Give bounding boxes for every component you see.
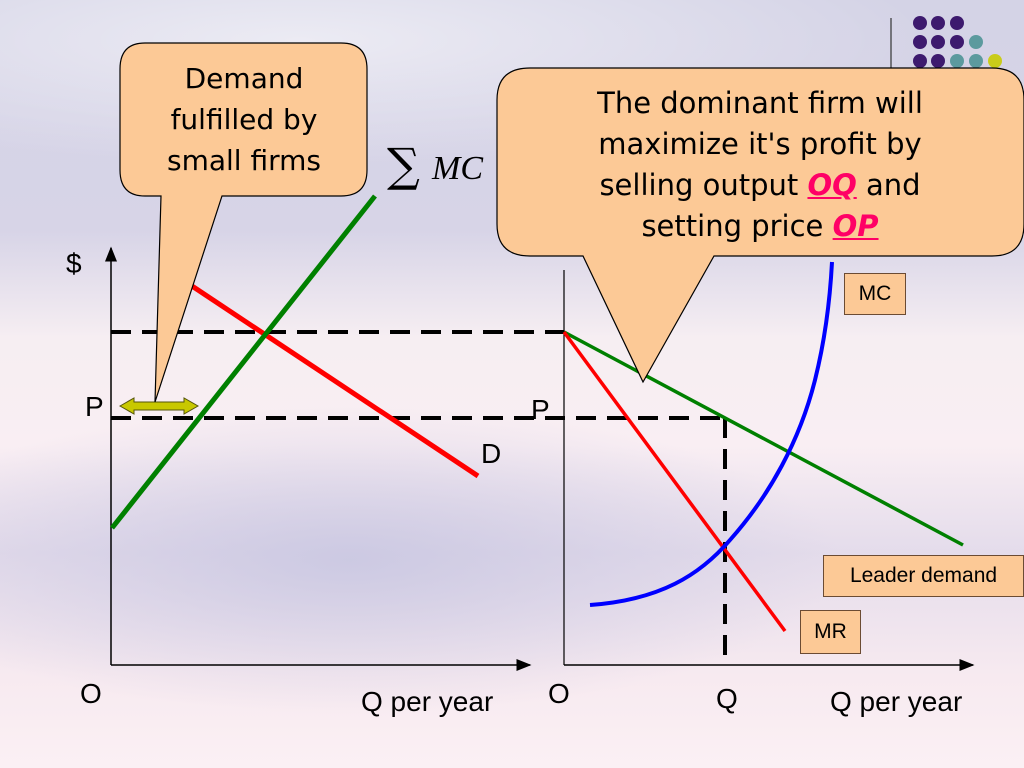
mr-label-box: MR — [800, 610, 861, 654]
quantity-q-label: Q — [716, 683, 738, 714]
callout-small-firms-shape — [119, 42, 368, 403]
mc-label-box: MC — [844, 273, 906, 315]
callout-text-segment: selling output — [599, 168, 808, 202]
right-origin-label: O — [548, 678, 570, 709]
leader-demand-curve — [563, 330, 964, 547]
highlight-oq: OQ — [807, 168, 857, 202]
callout-small-firms-text: Demand fulfilled by small firms — [122, 58, 366, 181]
y-axis-dollar-label: $ — [66, 248, 82, 279]
callout-text-segment: and — [856, 168, 921, 202]
callout-line: The dominant firm will — [597, 86, 923, 120]
callout-text-segment: setting price — [641, 209, 833, 243]
callout-dominant-firm-shape — [496, 67, 1024, 384]
callout-line: maximize it's profit by — [598, 127, 922, 161]
sum-mc-label: MC — [432, 150, 483, 187]
left-x-axis-label: Q per year — [361, 686, 494, 717]
callout-line: selling output OQ and — [497, 165, 1023, 206]
small-firms-supply-curve — [110, 194, 377, 530]
decor-dots — [913, 16, 1002, 68]
left-price-label: P — [85, 391, 104, 422]
dominant-firm-mc-curve — [589, 261, 834, 607]
right-price-label: P — [531, 394, 550, 425]
market-demand-curve — [190, 283, 480, 479]
marginal-revenue-curve — [562, 330, 787, 633]
highlight-op: OP — [832, 209, 879, 243]
leader-demand-label-box: Leader demand — [823, 555, 1024, 597]
callout-line: fulfilled by — [170, 103, 318, 136]
callout-line: Demand — [184, 62, 304, 95]
double-arrow-icon — [118, 397, 200, 415]
left-origin-label: O — [80, 678, 102, 709]
callout-dominant-firm-text: The dominant firm will maximize it's pro… — [497, 83, 1023, 247]
sigma-symbol: ∑ — [387, 138, 420, 192]
callout-line: setting price OP — [497, 206, 1023, 247]
demand-d-label: D — [481, 438, 502, 469]
right-x-axis-label: Q per year — [830, 686, 963, 717]
callout-line: small firms — [167, 144, 321, 177]
